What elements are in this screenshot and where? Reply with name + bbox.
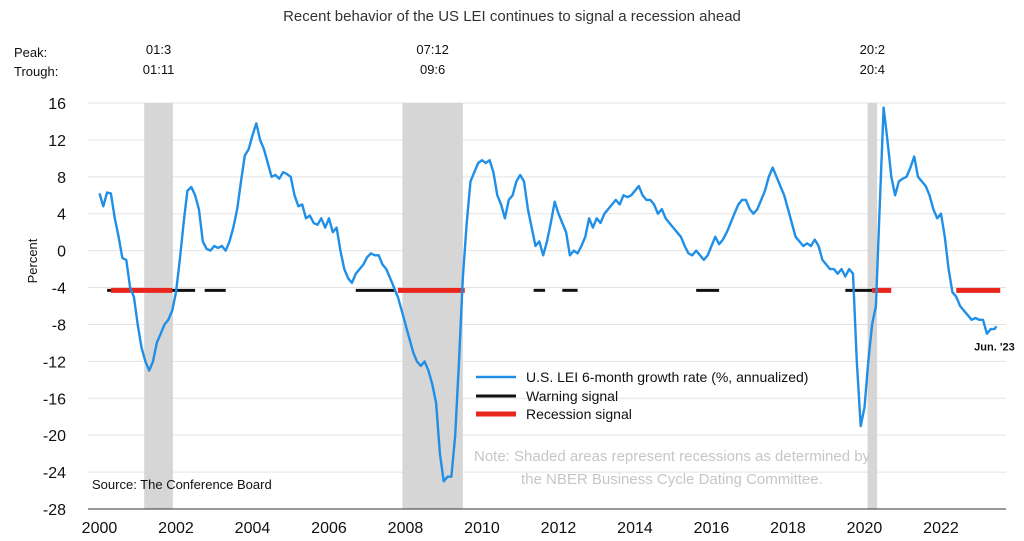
note-line-2: the NBER Business Cycle Dating Committee… (521, 471, 823, 488)
y-axis-label: Percent (25, 238, 40, 283)
y-tick-label: -16 (43, 391, 66, 408)
y-tick-label: 12 (48, 133, 66, 150)
y-tick-label: -24 (43, 465, 66, 482)
x-tick-label: 2014 (617, 520, 653, 537)
note-line-1: Note: Shaded areas represent recessions … (474, 448, 871, 465)
recession-shade (867, 103, 878, 509)
y-tick-label: -8 (52, 317, 66, 334)
x-tick-label: 2010 (464, 520, 500, 537)
x-tick-label: 2002 (158, 520, 194, 537)
x-tick-label: 2018 (770, 520, 806, 537)
lei-growth-line (98, 106, 998, 483)
x-tick-label: 2000 (82, 520, 118, 537)
recession-shade (402, 103, 463, 509)
x-tick-label: 2008 (388, 520, 424, 537)
recession-peak-label: 01:3 (146, 42, 171, 57)
source-label: Source: The Conference Board (92, 477, 272, 492)
x-tick-label: 2012 (541, 520, 577, 537)
peak-trough-key: Peak: Trough: (14, 43, 58, 81)
y-tick-label: -20 (43, 428, 66, 445)
last-point-label: Jun. '23 (974, 341, 1015, 353)
legend-label: U.S. LEI 6-month growth rate (%, annuali… (526, 369, 808, 385)
x-tick-label: 2020 (847, 520, 883, 537)
y-tick-label: 0 (57, 244, 66, 261)
x-tick-label: 2016 (694, 520, 730, 537)
x-tick-label: 2004 (235, 520, 271, 537)
chart-title: Recent behavior of the US LEI continues … (283, 8, 741, 25)
recession-trough-label: 01:11 (143, 62, 175, 77)
y-tick-label: 16 (48, 96, 66, 113)
x-tick-label: 2022 (923, 520, 959, 537)
recession-trough-label: 20:4 (860, 62, 885, 77)
y-tick-label: 8 (57, 170, 66, 187)
y-tick-label: 4 (57, 207, 66, 224)
y-tick-label: -12 (43, 354, 66, 371)
y-tick-label: -28 (43, 502, 66, 519)
legend-label: Recession signal (526, 406, 632, 422)
y-tick-label: -4 (52, 281, 66, 298)
recession-trough-label: 09:6 (420, 62, 445, 77)
legend-label: Warning signal (526, 388, 618, 404)
peak-key-label: Peak: (14, 45, 48, 60)
recession-peak-label: 20:2 (860, 42, 885, 57)
x-tick-label: 2006 (311, 520, 347, 537)
trough-key-label: Trough: (14, 64, 59, 79)
recession-peak-label: 07:12 (416, 42, 449, 57)
recession-shade (144, 103, 173, 509)
